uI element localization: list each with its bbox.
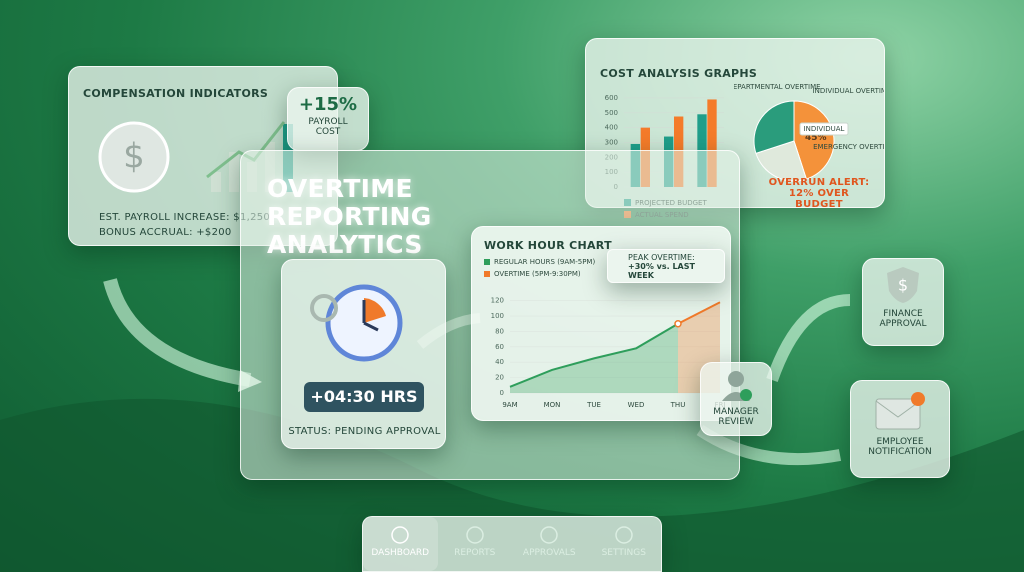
annotation-text: +30% vs. LAST WEEK — [628, 262, 695, 280]
slice-label: DEPARTMENTAL OVERTIME — [734, 83, 821, 91]
annotation-title: PEAK OVERTIME: — [628, 253, 695, 262]
series-line — [677, 301, 721, 325]
panel-title: COMPENSATION INDICATORS — [83, 87, 269, 100]
legend-label: REGULAR HOURS (9AM-5PM) — [494, 258, 595, 266]
main-panel: OVERTIME REPORTING ANALYTICS +04:30 HRS … — [240, 150, 740, 480]
y-tick-label: 500 — [605, 109, 618, 117]
employee-notification-card: EMPLOYEE NOTIFICATION — [850, 380, 950, 478]
legend-swatch — [484, 271, 490, 277]
timer-card: +04:30 HRS STATUS: PENDING APPROVAL — [281, 259, 446, 449]
pie-slice — [755, 140, 807, 182]
data-point — [674, 320, 682, 328]
card-label: EMPLOYEE NOTIFICATION — [868, 437, 932, 457]
nav-item[interactable]: APPROVALS — [512, 517, 587, 571]
card-label: FINANCE APPROVAL — [879, 309, 927, 329]
finance-approval-card: $ FINANCE APPROVAL — [862, 258, 944, 346]
overrun-alert: OVERRUN ALERT: 12% OVER BUDGET — [768, 177, 870, 210]
nav-item[interactable]: DASHBOARD — [363, 517, 438, 571]
x-tick-label: TUE — [586, 401, 601, 409]
y-tick-label: 60 — [495, 343, 504, 351]
card-label: MANAGER REVIEW — [713, 407, 759, 427]
nav-label: REPORTS — [454, 548, 496, 558]
nav-icon — [615, 526, 633, 544]
nav-item[interactable]: REPORTS — [438, 517, 513, 571]
bottom-nav: DASHBOARD REPORTS APPROVALS SETTINGS — [362, 516, 662, 572]
y-tick-label: 80 — [495, 327, 504, 335]
nav-icon — [391, 526, 409, 544]
slice-callout: INDIVIDUAL — [804, 125, 845, 133]
badge-label: PAYROLL COST — [308, 117, 348, 137]
y-tick-label: 120 — [491, 297, 504, 305]
work-chart-panel: WORK HOUR CHART 0 20 40 60 80 100 120 9AM MON TUE… — [471, 226, 731, 421]
x-tick-label: WED — [628, 401, 645, 409]
nav-label: DASHBOARD — [371, 548, 430, 558]
slice-label: INDIVIDUAL OVERTIME — [813, 87, 884, 95]
nav-label: SETTINGS — [601, 548, 646, 558]
y-tick-label: 100 — [491, 312, 504, 320]
badge-value: +15% — [298, 94, 358, 115]
nav-item[interactable]: SETTINGS — [587, 517, 662, 571]
svg-text:$: $ — [898, 276, 908, 295]
x-tick-label: THU — [670, 401, 686, 409]
pie-chart: 45% INDIVIDUAL OVERTIME EMERGENCY OVERTIME… — [734, 83, 884, 182]
slice-value-label: 45% — [805, 133, 827, 143]
envelope-icon — [875, 392, 925, 430]
pie-slice — [753, 100, 795, 154]
legend-label: OVERTIME (5PM-9:30PM) — [494, 270, 581, 278]
line-chart: 0204060801001209AMMONTUEWEDTHUFRIREGULAR… — [484, 258, 725, 409]
bar — [707, 99, 717, 187]
panel-title: COST ANALYSIS GRAPHS — [600, 67, 758, 80]
person-icon — [722, 371, 752, 401]
timer-icon — [310, 284, 403, 362]
y-tick-label: 400 — [605, 124, 618, 132]
nav-label: APPROVALS — [522, 548, 576, 558]
main-title: OVERTIME REPORTING ANALYTICS — [267, 174, 432, 259]
series-line — [509, 322, 679, 388]
nav-icon — [466, 526, 484, 544]
y-tick-label: 20 — [495, 374, 504, 382]
payroll-badge: +15% PAYROLL COST — [287, 87, 369, 151]
bonus-accrual: BONUS ACCRUAL: +$200 — [99, 227, 232, 238]
nav-icon — [540, 526, 558, 544]
x-tick-label: 9AM — [502, 401, 517, 409]
chart-title: WORK HOUR CHART — [484, 239, 612, 252]
y-tick-label: 40 — [495, 358, 504, 366]
timer-status: STATUS: PENDING APPROVAL — [288, 426, 441, 437]
x-tick-label: MON — [544, 401, 561, 409]
legend-swatch — [484, 259, 490, 265]
y-tick-label: 0 — [500, 389, 504, 397]
shield-icon: $ — [887, 267, 919, 303]
y-tick-label: 300 — [605, 138, 618, 146]
y-tick-label: 600 — [605, 94, 618, 102]
slice-label: EMERGENCY OVERTIME — [813, 143, 884, 151]
manager-review-card: MANAGER REVIEW — [700, 362, 772, 436]
callout-box — [799, 122, 849, 136]
svg-text:$: $ — [123, 137, 145, 177]
timer-value: +04:30 HRS — [304, 382, 424, 412]
peak-annotation: PEAK OVERTIME: +30% vs. LAST WEEK — [607, 249, 725, 283]
payroll-increase: EST. PAYROLL INCREASE: $1,250 — [99, 212, 271, 223]
